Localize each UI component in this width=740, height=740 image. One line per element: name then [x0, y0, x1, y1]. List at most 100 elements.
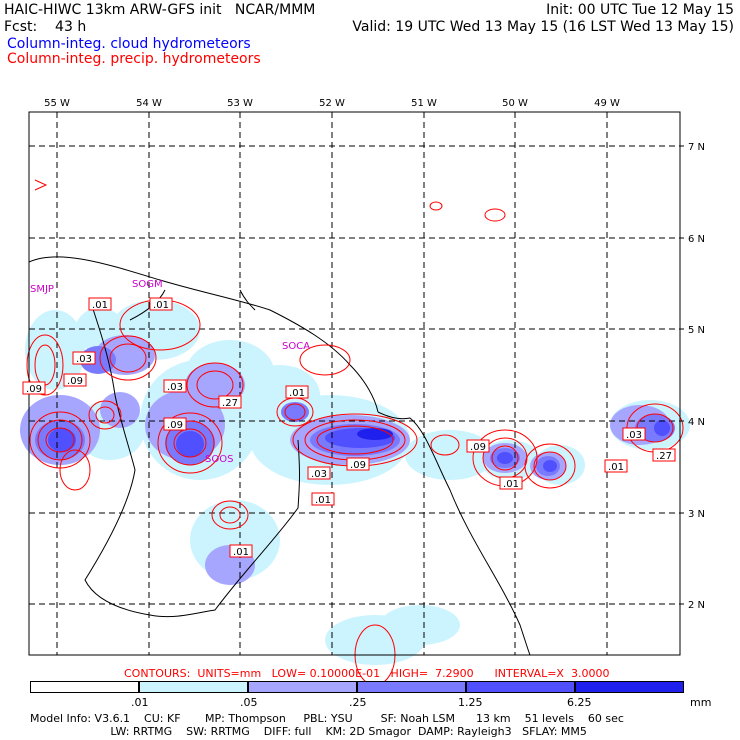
cloud-blob [654, 420, 670, 436]
contour-label: .01 [233, 547, 249, 558]
latitude-labels: 7 N 6 N 5 N 4 N 3 N 2 N [680, 142, 705, 611]
contour-label: .01 [289, 388, 305, 399]
longitude-label: 52 W [319, 98, 345, 109]
contour-label-box [307, 466, 331, 480]
coastline [239, 289, 256, 311]
cloud-blob [497, 452, 513, 464]
contour-label-box [163, 417, 187, 431]
coastline [84, 299, 300, 618]
station-label: SOGM [132, 279, 163, 290]
precip-contour [26, 334, 64, 396]
contour-label: .09 [26, 384, 42, 395]
contour-label: .03 [76, 354, 92, 365]
cloud-blob [543, 460, 557, 472]
precip-contour [45, 427, 75, 453]
contour-label: .09 [67, 376, 83, 387]
cloud-blob [48, 428, 76, 452]
precip-contour [533, 451, 567, 481]
contour-label-box [149, 297, 173, 311]
longitude-label: 50 W [502, 98, 528, 109]
longitude-label: 53 W [227, 98, 253, 109]
precip-contour [173, 428, 207, 458]
cloud-blob [357, 428, 393, 440]
colorbar-tick-label: 1.25 [458, 696, 483, 709]
longitude-labels: 55 W 54 W 53 W 52 W 51 W 50 W 49 W [44, 98, 620, 109]
contour-label-box [218, 395, 242, 409]
coastline-layer [28, 256, 531, 656]
colorbar-tick-label: 6.25 [567, 696, 592, 709]
contour-label: .27 [222, 398, 238, 409]
precip-contour [284, 403, 306, 421]
cloud-blob [281, 402, 309, 422]
latitude-label: 6 N [688, 234, 705, 245]
precip-contour [109, 343, 147, 373]
contour-label: .03 [167, 382, 183, 393]
longitude-label: 49 W [594, 98, 620, 109]
latitude-label: 5 N [688, 325, 705, 336]
precip-contour [34, 179, 48, 191]
colorbar-swatch [139, 681, 248, 693]
colorbar-swatch [30, 681, 139, 693]
station-label: SOOS [205, 454, 233, 465]
precip-contour [95, 406, 115, 424]
colorbar-tick-label: .01 [131, 696, 149, 709]
contour-label: .01 [315, 495, 331, 506]
precip-contour [219, 506, 241, 524]
contour-label-box [72, 351, 96, 365]
contour-label-box [466, 439, 490, 453]
precip-contour [299, 344, 351, 376]
precip-contour [524, 443, 576, 489]
model-title: HAIC-HIWC 13km ARW-GFS init NCAR/MMM [4, 2, 316, 18]
station-label: SOCA [282, 341, 310, 352]
cloud-blob [176, 431, 204, 457]
latitude-label: 4 N [688, 417, 705, 428]
valid-time: Valid: 19 UTC Wed 13 May 15 (16 LST Wed … [352, 19, 734, 35]
lat-lon-grid [29, 112, 680, 655]
precip-contour [429, 201, 443, 211]
contour-label-box [22, 381, 46, 395]
station-label: SMJP [30, 284, 54, 295]
contour-label: .09 [470, 442, 486, 453]
coastline [28, 256, 379, 413]
contour-label-box [163, 379, 187, 393]
contour-label: .03 [311, 469, 327, 480]
contour-label-box [285, 385, 309, 399]
precip-contour [196, 370, 234, 400]
contour-label-box [311, 492, 335, 506]
cloud-blob [25, 310, 85, 390]
model-info-line1: Model Info: V3.6.1 CU: KF MP: Thompson P… [30, 712, 624, 725]
contour-label-box [229, 544, 253, 558]
colorbar-swatch [357, 681, 466, 693]
coastline [377, 411, 531, 656]
latitude-label: 7 N [688, 142, 705, 153]
contour-label: .09 [350, 460, 366, 471]
colorbar-swatch [575, 681, 684, 693]
contour-label-box [622, 427, 646, 441]
contour-labels: .01 .01 .03 .09 .03 .09 .27 .01 .09 .03 .09 .01 .09.… [22, 297, 676, 558]
contour-label-box [63, 373, 87, 387]
precip-contour [211, 500, 249, 530]
longitude-label: 51 W [411, 98, 437, 109]
cloud-fill-layer [20, 300, 690, 665]
colorbar-swatch [248, 681, 357, 693]
precip-contour-layer [26, 179, 684, 686]
colorbar-tick-label: .25 [349, 696, 367, 709]
latitude-label: 2 N [688, 600, 705, 611]
latitude-label: 3 N [688, 509, 705, 520]
precip-contour [491, 445, 519, 471]
precip-contour [316, 425, 394, 455]
contour-label-box [604, 459, 628, 473]
station-labels: SMJP SOGM SOCA SOOS [30, 279, 310, 465]
model-info-line2: LW: RRTMG SW: RRTMG DIFF: full KM: 2D Sm… [30, 725, 587, 738]
forecast-hour: Fcst: 43 h [4, 19, 87, 35]
colorbar-swatch [466, 681, 575, 693]
contour-label: .01 [503, 479, 519, 490]
precip-contour [430, 434, 460, 456]
legend-cloud: Column-integ. cloud hydrometeors [7, 36, 251, 52]
colorbar-unit: mm [690, 696, 712, 709]
contour-label: .01 [608, 462, 624, 473]
precip-contour [186, 362, 244, 408]
precip-contour [99, 335, 157, 381]
init-time: Init: 00 UTC Tue 12 May 15 [546, 2, 734, 18]
